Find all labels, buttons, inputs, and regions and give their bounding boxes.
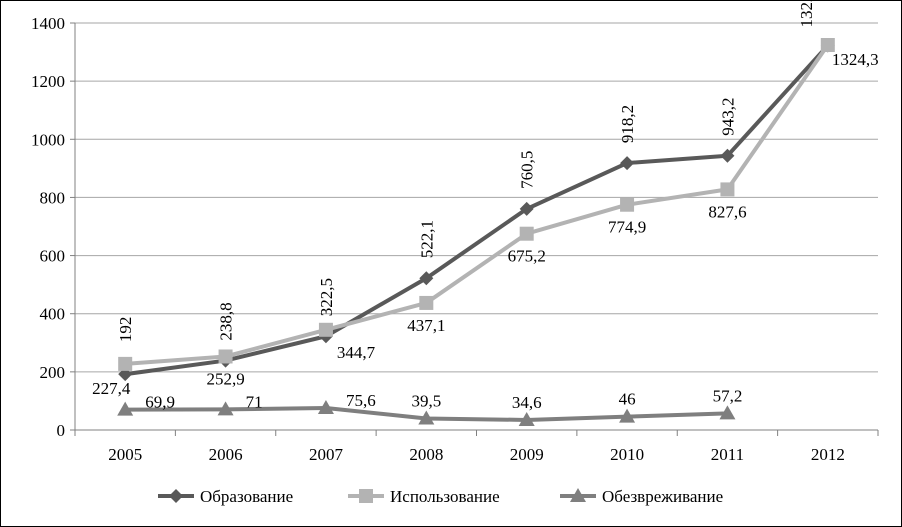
series-1-point-2009 bbox=[519, 226, 534, 241]
y-tick-label-1400: 1400 bbox=[31, 14, 65, 33]
series-0-label-2009: 760,5 bbox=[518, 151, 537, 189]
series-2-label-2010: 46 bbox=[619, 390, 636, 409]
y-tick-label-800: 800 bbox=[40, 188, 66, 207]
series-0-label-2005: 192 bbox=[116, 317, 135, 343]
series-0-label-2010: 918,2 bbox=[618, 105, 637, 143]
legend-marker-2 bbox=[570, 488, 586, 502]
series-1-point-2010 bbox=[620, 197, 635, 212]
series-2-label-2011: 57,2 bbox=[713, 386, 743, 405]
series-1-label-2012: 1324,3 bbox=[832, 50, 879, 69]
legend-marker-1 bbox=[359, 489, 373, 503]
series-0-label-2006: 238,8 bbox=[217, 302, 236, 340]
series-0-point-2010 bbox=[620, 156, 635, 171]
series-1-point-2005 bbox=[118, 356, 133, 371]
series-0-label-2012: 1322,8 bbox=[797, 0, 816, 27]
series-0-label-2011: 943,2 bbox=[718, 98, 737, 136]
y-tick-label-200: 200 bbox=[40, 363, 66, 382]
series-line-1 bbox=[125, 43, 830, 366]
series-2-point-2005 bbox=[117, 401, 134, 416]
series-1-label-2011: 827,6 bbox=[708, 202, 746, 221]
x-tick-label-2006: 2006 bbox=[209, 445, 243, 464]
legend-label-1: Использование bbox=[390, 487, 500, 506]
series-1-point-2007 bbox=[318, 322, 333, 337]
series-2-point-2010 bbox=[619, 408, 636, 423]
x-tick-label-2009: 2009 bbox=[510, 445, 544, 464]
series-0-point-2009 bbox=[519, 201, 534, 216]
series-1-label-2009: 675,2 bbox=[508, 247, 546, 266]
series-2-point-2007 bbox=[317, 400, 334, 415]
y-tick-label-0: 0 bbox=[57, 421, 66, 440]
series-2-label-2008: 39,5 bbox=[411, 392, 441, 411]
x-tick-label-2010: 2010 bbox=[610, 445, 644, 464]
series-0-point-2008 bbox=[419, 271, 434, 286]
series-2-label-2006: 71 bbox=[246, 392, 263, 411]
series-0-label-2008: 522,1 bbox=[417, 220, 436, 258]
series-2-point-2009 bbox=[518, 411, 535, 426]
x-tick-label-2011: 2011 bbox=[711, 445, 744, 464]
series-1-point-2008 bbox=[419, 295, 434, 310]
series-1-label-2005: 227,4 bbox=[92, 379, 131, 398]
y-tick-label-1200: 1200 bbox=[31, 72, 65, 91]
series-1-label-2007: 344,7 bbox=[337, 343, 376, 362]
series-1-label-2008: 437,1 bbox=[407, 316, 445, 335]
legend-marker-0 bbox=[169, 489, 183, 503]
series-1-point-2011 bbox=[720, 182, 735, 197]
x-tick-label-2007: 2007 bbox=[309, 445, 344, 464]
y-tick-label-400: 400 bbox=[40, 305, 66, 324]
series-2-label-2009: 34,6 bbox=[512, 393, 542, 412]
series-2-point-2011 bbox=[719, 405, 736, 420]
series-1-label-2010: 774,9 bbox=[608, 218, 646, 237]
series-1-label-2006: 252,9 bbox=[206, 369, 244, 388]
series-0-label-2007: 322,5 bbox=[317, 278, 336, 316]
legend-label-2: Обезвреживание bbox=[602, 487, 723, 506]
series-2-point-2006 bbox=[217, 401, 234, 416]
series-1-point-2012 bbox=[820, 38, 835, 53]
x-tick-label-2008: 2008 bbox=[409, 445, 443, 464]
y-tick-label-1000: 1000 bbox=[31, 130, 65, 149]
series-1-point-2006 bbox=[218, 349, 233, 364]
series-0-point-2011 bbox=[720, 148, 735, 163]
series-2-point-2008 bbox=[418, 410, 435, 425]
x-tick-label-2012: 2012 bbox=[811, 445, 845, 464]
x-tick-label-2005: 2005 bbox=[108, 445, 142, 464]
legend-label-0: Образование bbox=[200, 487, 293, 506]
series-2-label-2005: 69,9 bbox=[145, 393, 175, 412]
series-2-label-2007: 75,6 bbox=[346, 391, 376, 410]
y-tick-label-600: 600 bbox=[40, 247, 66, 266]
series-line-0 bbox=[124, 44, 830, 377]
